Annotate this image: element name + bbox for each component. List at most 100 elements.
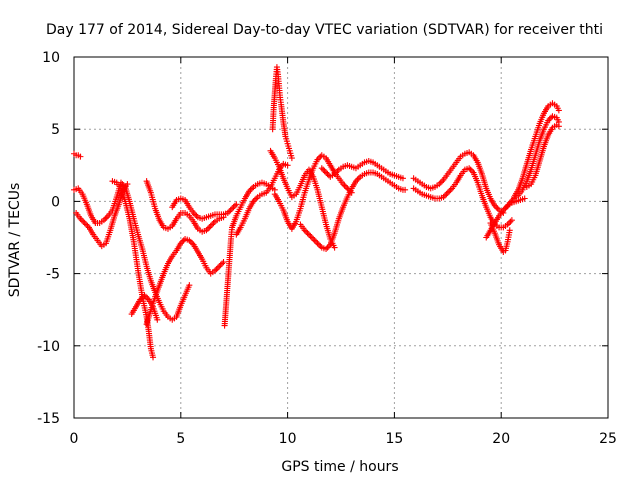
data-point (504, 221, 511, 228)
plot-frame (73, 56, 609, 419)
data-point (315, 241, 322, 248)
data-point (103, 214, 110, 221)
y-tick-label: 10 (42, 50, 60, 66)
data-point (324, 170, 331, 177)
data-point (137, 296, 144, 303)
data-point (81, 220, 88, 227)
data-point (84, 222, 91, 229)
data-point (203, 227, 210, 234)
data-point (190, 209, 197, 216)
data-point (443, 191, 450, 198)
data-point (555, 123, 562, 130)
data-point (154, 316, 161, 323)
series-track-12 (269, 64, 295, 162)
data-point (440, 194, 447, 201)
data-point (80, 218, 87, 225)
data-point (177, 240, 184, 247)
data-point (402, 186, 409, 193)
series-track-22 (511, 100, 562, 201)
y-tick-label: -5 (46, 267, 60, 283)
data-point (399, 175, 406, 182)
data-point (506, 220, 513, 227)
data-point (325, 243, 332, 250)
data-point (521, 195, 528, 202)
data-point (331, 170, 338, 177)
data-point (548, 114, 555, 121)
axis-ticks: 0 5 10 15 20 25 -15 -10 -5 0 5 10 (37, 50, 617, 447)
data-point (342, 183, 349, 190)
data-point (320, 166, 327, 173)
data-point (204, 225, 211, 232)
data-point (142, 293, 149, 300)
series-track-09 (221, 224, 236, 329)
y-tick-label: 0 (51, 194, 60, 210)
data-point (229, 205, 236, 212)
data-point (310, 235, 317, 242)
data-point (141, 292, 148, 299)
data-point (506, 199, 513, 206)
data-point (219, 260, 226, 267)
data-point (124, 181, 131, 188)
series-track-10 (229, 179, 278, 231)
series-track-14 (271, 152, 355, 232)
data-point (284, 162, 291, 169)
data-point (313, 238, 320, 245)
data-point (144, 295, 151, 302)
data-point (439, 178, 446, 185)
data-point (150, 354, 157, 361)
data-point (314, 240, 321, 247)
data-point (506, 227, 513, 234)
data-point (186, 282, 193, 289)
data-point (246, 188, 253, 195)
data-point (209, 221, 216, 228)
data-point (288, 155, 295, 162)
data-point (193, 212, 200, 219)
data-point (315, 155, 322, 162)
y-tick-label: -10 (37, 339, 60, 355)
x-tick-label: 20 (492, 431, 510, 447)
data-point (311, 237, 318, 244)
data-point (226, 208, 233, 215)
data-point (224, 209, 231, 216)
data-point (230, 204, 237, 211)
data-point (304, 230, 311, 237)
x-tick-label: 15 (385, 431, 403, 447)
data-point (78, 217, 85, 224)
series-track-15 (297, 169, 409, 253)
data-point (469, 168, 476, 175)
series-track-20 (487, 220, 513, 255)
data-point (340, 181, 347, 188)
data-point (334, 168, 341, 175)
data-point (314, 156, 321, 163)
data-point (77, 215, 84, 222)
data-point (214, 264, 221, 271)
data-point (318, 165, 325, 172)
data-point (251, 196, 258, 203)
data-point (179, 238, 186, 245)
data-point (494, 205, 501, 212)
series-track-08 (169, 195, 240, 222)
data-point (186, 237, 193, 244)
data-point (507, 218, 514, 225)
data-point (446, 188, 453, 195)
data-point (323, 169, 330, 176)
chart-title: Day 177 of 2014, Sidereal Day-to-day VTE… (46, 22, 603, 38)
data-point (555, 107, 562, 114)
data-point (77, 153, 84, 160)
data-point (180, 237, 187, 244)
data-point (546, 116, 553, 123)
series-track-07 (143, 235, 227, 328)
data-point (192, 211, 199, 218)
data-point (331, 244, 338, 251)
x-tick-label: 10 (279, 431, 297, 447)
data-point (354, 176, 361, 183)
data-point (249, 185, 255, 192)
data-point (211, 267, 218, 274)
data-point (187, 238, 194, 245)
data-point (493, 204, 500, 211)
data-point (491, 202, 498, 209)
y-tick-label: -15 (37, 411, 60, 427)
series-track-16 (318, 157, 406, 182)
data-point (437, 179, 444, 186)
